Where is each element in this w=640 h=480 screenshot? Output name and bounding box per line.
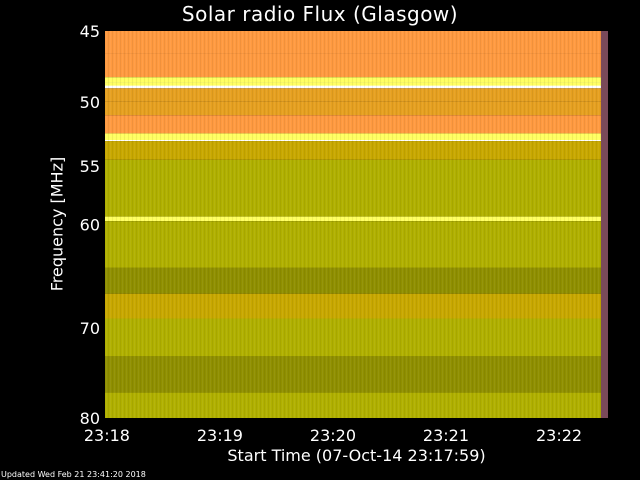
updated-timestamp: Updated Wed Feb 21 23:41:20 2018 [1,470,146,479]
x-tick-label: 23:19 [197,426,243,445]
y-tick-label: 70 [80,319,100,338]
x-axis-label: Start Time (07-Oct-14 23:17:59) [227,446,486,465]
y-axis-label: Frequency [MHz] [47,156,67,292]
y-tick-label: 60 [80,216,100,235]
y-tick-label: 45 [80,22,100,41]
y-tick-label: 80 [80,409,100,428]
chart-title: Solar radio Flux (Glasgow) [181,2,459,26]
plot-noise-overlay [105,31,608,418]
x-tick-label: 23:22 [536,426,582,445]
x-tick-label: 23:21 [423,426,469,445]
y-tick-labels: 45 50 55 60 70 80 [80,22,100,428]
x-tick-labels: 23:18 23:19 23:20 23:21 23:22 [84,426,582,445]
right-edge-static [601,31,608,418]
y-tick-label: 50 [80,93,100,112]
x-tick-label: 23:20 [310,426,356,445]
y-tick-label: 55 [80,157,100,176]
x-tick-label: 23:18 [84,426,130,445]
